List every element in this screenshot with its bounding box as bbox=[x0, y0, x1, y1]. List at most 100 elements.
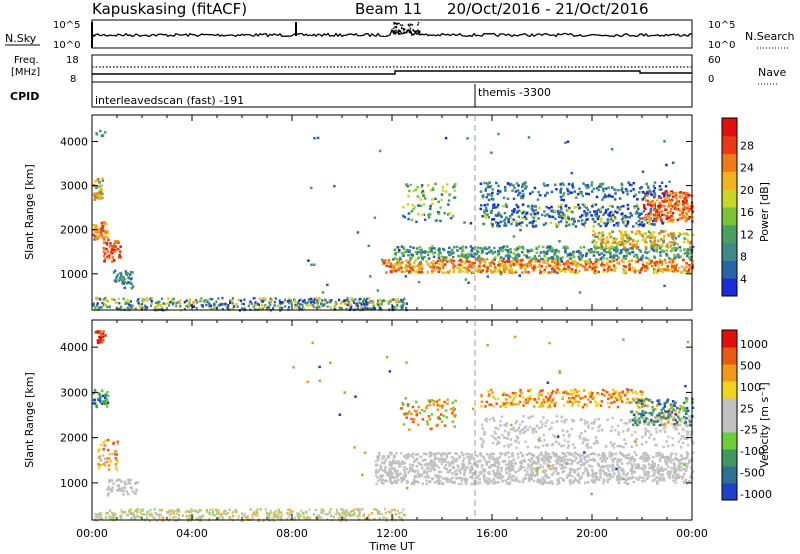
data-cell bbox=[505, 472, 508, 475]
data-cell bbox=[178, 510, 181, 513]
data-cell bbox=[563, 452, 566, 456]
data-cell bbox=[346, 299, 349, 302]
data-cell bbox=[533, 427, 536, 430]
data-cell bbox=[505, 260, 508, 263]
data-cell bbox=[549, 467, 553, 471]
data-cell bbox=[284, 298, 287, 302]
data-cell bbox=[348, 306, 351, 310]
data-cell bbox=[665, 163, 668, 167]
noise-search-dot bbox=[414, 30, 417, 33]
data-cell bbox=[671, 161, 675, 164]
data-cell bbox=[625, 251, 628, 254]
data-cell bbox=[450, 216, 453, 220]
data-cell bbox=[592, 187, 596, 191]
data-cell bbox=[609, 210, 613, 214]
data-cell bbox=[290, 302, 293, 305]
data-cell bbox=[445, 183, 449, 186]
data-cell bbox=[462, 459, 465, 463]
data-cell bbox=[593, 452, 597, 456]
data-cell bbox=[427, 475, 431, 479]
data-cell bbox=[576, 468, 580, 471]
data-cell bbox=[243, 512, 246, 516]
data-cell bbox=[546, 462, 549, 466]
data-cell bbox=[119, 245, 122, 248]
data-cell bbox=[228, 516, 232, 519]
data-cell bbox=[599, 246, 602, 249]
data-cell bbox=[468, 459, 471, 462]
data-cell bbox=[581, 203, 585, 206]
data-cell bbox=[98, 297, 102, 301]
data-cell bbox=[576, 461, 579, 465]
data-cell bbox=[524, 440, 527, 444]
data-cell bbox=[532, 209, 535, 213]
data-cell bbox=[386, 472, 390, 475]
data-cell bbox=[477, 474, 480, 477]
data-cell bbox=[597, 188, 601, 192]
data-cell bbox=[675, 478, 678, 481]
data-cell bbox=[405, 263, 408, 267]
data-cell bbox=[516, 456, 520, 459]
data-cell bbox=[656, 470, 659, 473]
data-cell bbox=[660, 218, 663, 221]
data-cell bbox=[313, 136, 316, 140]
data-cell bbox=[645, 470, 649, 474]
data-cell bbox=[594, 269, 597, 272]
data-cell bbox=[583, 225, 587, 228]
data-cell bbox=[546, 184, 549, 187]
data-cell bbox=[634, 416, 638, 419]
noise-search-dot bbox=[395, 25, 398, 28]
data-cell bbox=[320, 304, 323, 308]
data-cell bbox=[129, 270, 133, 274]
data-cell bbox=[594, 418, 597, 421]
data-cell bbox=[572, 270, 575, 274]
data-cell bbox=[485, 258, 489, 261]
data-cell bbox=[463, 254, 466, 257]
data-cell bbox=[380, 475, 383, 479]
data-cell bbox=[555, 462, 559, 465]
data-cell bbox=[646, 475, 649, 479]
data-cell bbox=[612, 237, 616, 240]
data-cell bbox=[590, 248, 593, 251]
data-cell bbox=[671, 458, 675, 462]
data-cell bbox=[396, 246, 399, 249]
data-cell bbox=[160, 307, 164, 310]
data-cell bbox=[683, 419, 687, 422]
data-cell bbox=[271, 517, 274, 520]
data-cell bbox=[408, 469, 412, 473]
data-cell bbox=[662, 479, 666, 482]
data-cell bbox=[427, 213, 430, 217]
cpid-segment-1: interleavedscan (fast) -191 bbox=[95, 94, 244, 107]
data-cell bbox=[526, 466, 529, 470]
data-cell bbox=[530, 456, 534, 460]
data-cell bbox=[536, 461, 539, 465]
data-cell bbox=[602, 471, 606, 474]
data-cell bbox=[562, 192, 566, 195]
data-cell bbox=[496, 205, 499, 209]
data-cell bbox=[671, 444, 674, 447]
data-cell bbox=[561, 466, 565, 470]
data-cell bbox=[624, 188, 628, 191]
data-cell bbox=[574, 469, 577, 472]
data-cell bbox=[515, 221, 518, 225]
data-cell bbox=[530, 207, 534, 210]
data-cell bbox=[659, 196, 663, 199]
data-cell bbox=[603, 455, 607, 458]
data-cell bbox=[560, 187, 563, 190]
data-cell bbox=[106, 488, 109, 491]
data-cell bbox=[469, 455, 472, 459]
noise-right-label: N.Search bbox=[745, 30, 795, 43]
data-cell bbox=[335, 508, 338, 512]
data-cell bbox=[94, 229, 98, 233]
data-cell bbox=[415, 465, 419, 468]
data-cell bbox=[510, 466, 513, 469]
data-cell bbox=[397, 250, 400, 253]
data-cell bbox=[639, 250, 643, 253]
data-cell bbox=[622, 471, 625, 474]
data-cell bbox=[465, 260, 469, 263]
data-cell bbox=[375, 474, 378, 478]
data-cell bbox=[626, 457, 630, 460]
data-cell bbox=[472, 472, 475, 475]
data-cell bbox=[501, 460, 505, 464]
data-cell bbox=[512, 271, 515, 274]
freq-right-tick-top: 60 bbox=[708, 55, 721, 66]
